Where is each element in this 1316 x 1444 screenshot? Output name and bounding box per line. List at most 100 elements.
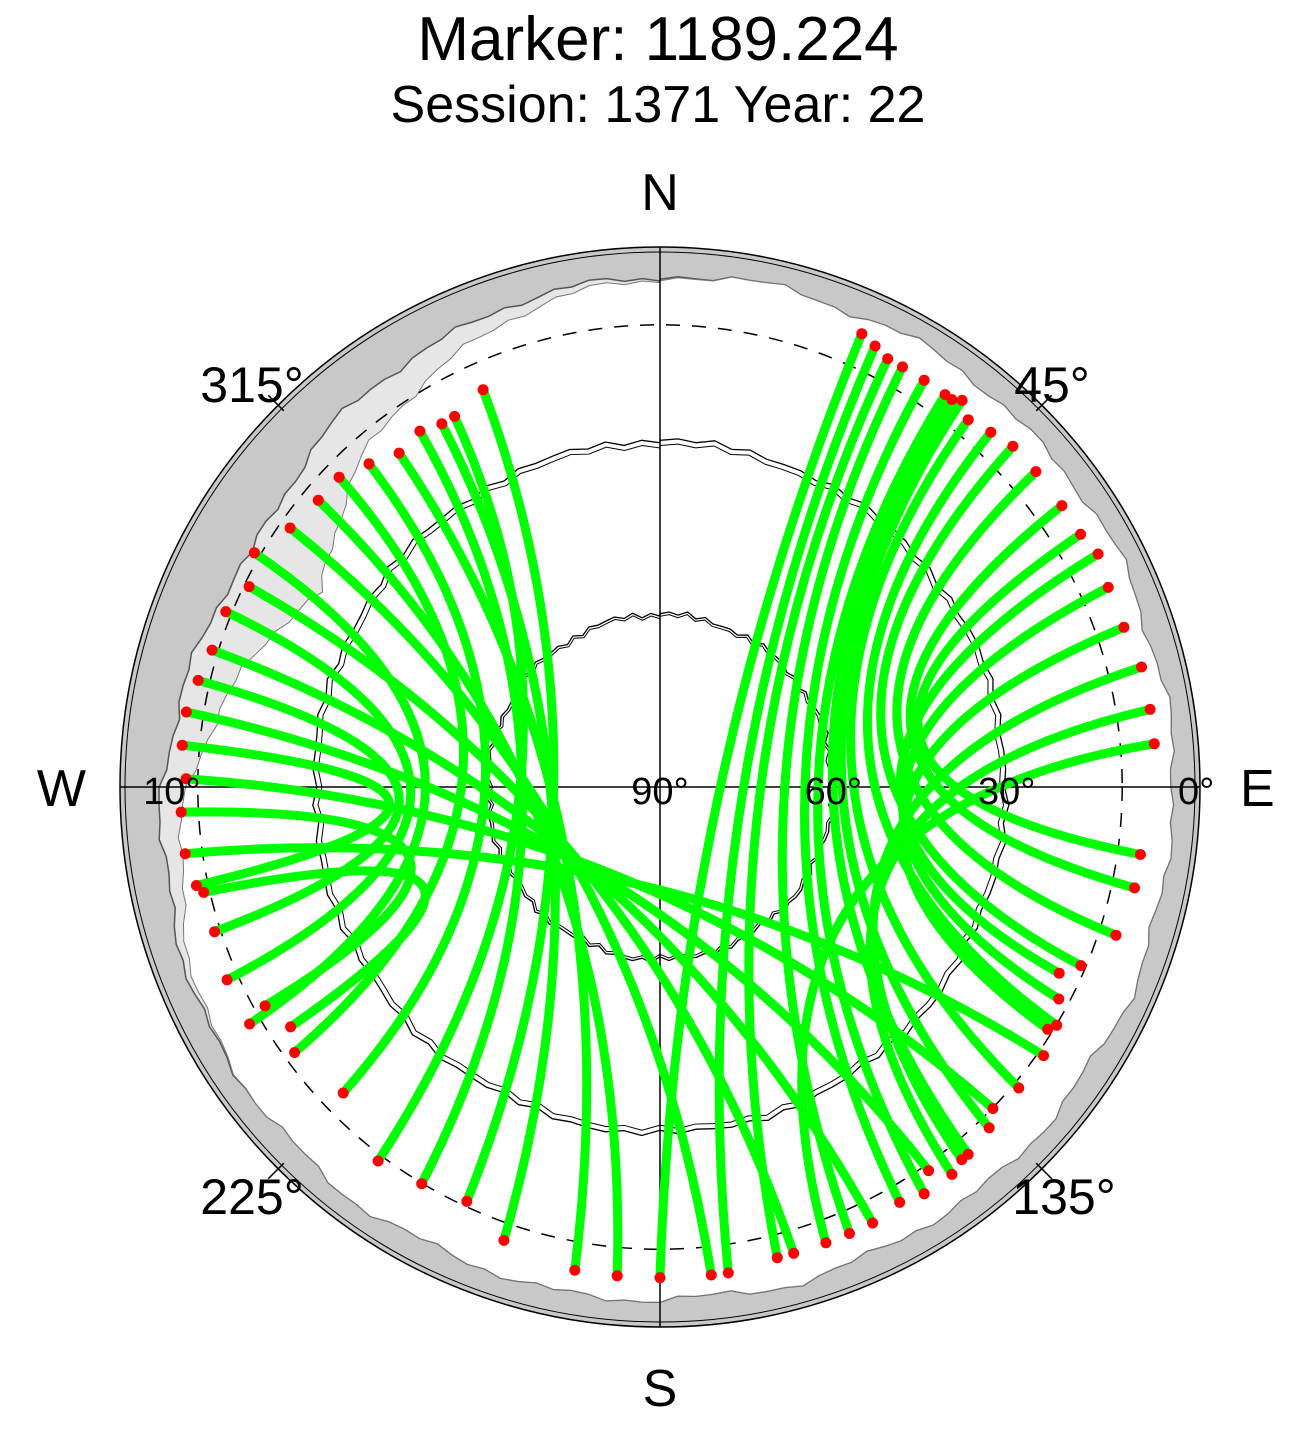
track-start-4 bbox=[414, 425, 426, 437]
satellite-track-22 bbox=[714, 341, 880, 1278]
track-end-30 bbox=[1051, 1019, 1063, 1031]
track-end-36 bbox=[1053, 993, 1065, 1005]
track-start-17 bbox=[180, 773, 192, 785]
satellite-tracks bbox=[176, 329, 1159, 1283]
track-end-18 bbox=[259, 1000, 271, 1012]
track-end-28 bbox=[983, 1122, 995, 1134]
track-end-2 bbox=[372, 1155, 384, 1167]
track-end-21 bbox=[654, 1272, 666, 1284]
track-start-14 bbox=[192, 674, 204, 686]
compass-north-label: N bbox=[641, 164, 679, 222]
compass-east-label: E bbox=[1240, 760, 1275, 818]
track-end-15 bbox=[923, 1165, 935, 1177]
track-start-31 bbox=[1007, 440, 1019, 452]
track-start-9 bbox=[284, 522, 296, 534]
chart-subtitle: Session: 1371 Year: 22 bbox=[391, 76, 926, 134]
satellite-track-6 bbox=[394, 448, 592, 1275]
track-end-38 bbox=[956, 1154, 968, 1166]
track-endpoints bbox=[175, 328, 1160, 1284]
satellite-track-30 bbox=[863, 427, 1062, 1030]
track-end-14 bbox=[209, 926, 221, 938]
satellite-track-19 bbox=[180, 843, 1049, 1061]
track-end-4 bbox=[416, 1178, 428, 1190]
satellite-track-32 bbox=[892, 467, 1121, 940]
satellite-track-18 bbox=[176, 807, 416, 1011]
satellite-track-28 bbox=[836, 395, 994, 1133]
satellite-track-20 bbox=[199, 866, 430, 1032]
track-end-6 bbox=[569, 1264, 581, 1276]
satellite-track-31 bbox=[876, 441, 1086, 971]
track-start-35 bbox=[1092, 548, 1104, 560]
track-end-34 bbox=[1134, 849, 1146, 860]
azimuth-tick-315 bbox=[267, 394, 285, 412]
satellite-track-12 bbox=[221, 607, 416, 985]
track-start-28 bbox=[956, 394, 968, 406]
satellite-track-29 bbox=[846, 415, 1024, 1093]
track-end-39 bbox=[946, 1168, 958, 1180]
azimuth-label-45: 45° bbox=[1014, 357, 1090, 413]
satellite-track-35 bbox=[895, 549, 1103, 978]
track-end-11 bbox=[788, 1247, 800, 1259]
track-start-34 bbox=[1075, 528, 1087, 540]
track-start-27 bbox=[946, 394, 958, 406]
azimuth-label-225: 225° bbox=[200, 1169, 303, 1225]
track-end-26 bbox=[918, 1188, 930, 1200]
track-end-3 bbox=[498, 1234, 510, 1246]
track-end-37 bbox=[1042, 1023, 1054, 1035]
elevation-label-0: 0° bbox=[1178, 771, 1214, 813]
track-end-8 bbox=[611, 1270, 623, 1282]
track-end-35 bbox=[1053, 967, 1065, 979]
track-end-9 bbox=[705, 1269, 717, 1281]
satellite-track-21 bbox=[655, 329, 867, 1283]
track-end-17 bbox=[987, 1103, 999, 1114]
track-start-39 bbox=[1144, 703, 1156, 715]
track-start-7 bbox=[333, 471, 345, 483]
satellite-track-23 bbox=[744, 354, 893, 1263]
track-start-25 bbox=[918, 374, 930, 386]
axis-labels: 45° 135° 225° 315° 0° 10° 30° 60° 90° bbox=[143, 357, 1214, 1225]
track-end-33 bbox=[1129, 882, 1140, 894]
track-start-22 bbox=[869, 340, 881, 352]
track-end-24 bbox=[844, 1228, 855, 1239]
track-end-25 bbox=[894, 1196, 906, 1208]
azimuth-tick-135 bbox=[1035, 1162, 1053, 1180]
track-start-13 bbox=[206, 644, 218, 656]
satellite-track-25 bbox=[800, 375, 929, 1207]
elevation-label-30: 30° bbox=[978, 771, 1035, 813]
track-start-16 bbox=[176, 739, 188, 751]
track-start-21 bbox=[856, 328, 868, 340]
track-start-18 bbox=[175, 806, 187, 818]
elevation-label-60: 60° bbox=[805, 771, 862, 813]
track-start-32 bbox=[1030, 466, 1042, 478]
track-end-13 bbox=[867, 1217, 879, 1229]
track-start-15 bbox=[180, 706, 192, 718]
track-start-11 bbox=[243, 581, 255, 593]
track-start-40 bbox=[1148, 738, 1160, 750]
satellite-track-26 bbox=[813, 390, 950, 1199]
elevation-label-10: 10° bbox=[143, 771, 200, 813]
track-start-33 bbox=[1056, 500, 1068, 512]
track-start-8 bbox=[312, 494, 324, 506]
track-start-36 bbox=[1102, 581, 1114, 593]
track-start-19 bbox=[179, 848, 191, 860]
azimuth-label-135: 135° bbox=[1012, 1169, 1115, 1225]
track-start-20 bbox=[198, 886, 210, 898]
track-start-30 bbox=[985, 426, 997, 438]
compass-west-label: W bbox=[37, 760, 86, 818]
track-start-24 bbox=[897, 361, 908, 373]
track-start-38 bbox=[1136, 661, 1147, 673]
track-end-31 bbox=[1075, 960, 1087, 972]
satellite-track-39 bbox=[865, 704, 1155, 1179]
satellite-track-5 bbox=[338, 459, 491, 1098]
track-end-10 bbox=[244, 1018, 256, 1030]
satellite-track-37 bbox=[898, 622, 1129, 1034]
track-end-19 bbox=[1038, 1050, 1050, 1062]
track-start-2 bbox=[449, 410, 461, 422]
track-start-37 bbox=[1118, 621, 1130, 633]
track-end-1 bbox=[461, 1195, 473, 1207]
track-end-5 bbox=[337, 1087, 349, 1099]
azimuth-label-315: 315° bbox=[200, 357, 303, 413]
track-end-32 bbox=[1110, 929, 1122, 941]
compass-south-label: S bbox=[643, 1360, 678, 1418]
